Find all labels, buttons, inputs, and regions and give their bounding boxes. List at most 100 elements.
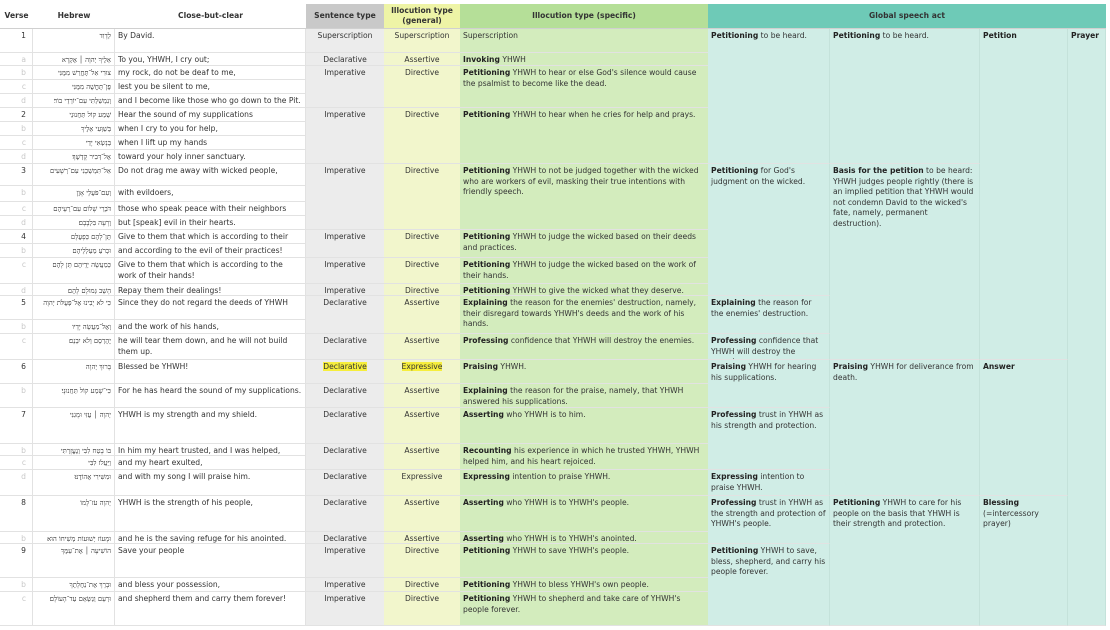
translation-cell[interactable]: Hear the sound of my supplications <box>115 108 306 122</box>
verse-cell[interactable]: 6 <box>0 360 33 384</box>
verse-cell[interactable]: b <box>0 186 33 202</box>
hebrew-cell[interactable]: אֶל־דְּבִיר קָדְשֶׁךָ׃ <box>33 150 115 164</box>
illocution-general-cell[interactable]: Directive <box>384 258 460 284</box>
illocution-general-cell[interactable]: Assertive <box>384 408 460 444</box>
translation-cell[interactable]: By David. <box>115 29 306 53</box>
illocution-specific-cell[interactable]: Superscription <box>460 29 708 53</box>
global-speech-act-level3-cell[interactable]: Answer <box>980 360 1068 496</box>
verse-cell[interactable]: c <box>0 80 33 94</box>
illocution-specific-cell[interactable]: Professing confidence that YHWH will des… <box>460 334 708 360</box>
illocution-general-cell[interactable]: Directive <box>384 592 460 626</box>
hebrew-cell[interactable]: תֶּן־לָהֶם כְּפָעֳלָם <box>33 230 115 244</box>
sentence-type-cell[interactable]: Imperative <box>306 164 384 230</box>
illocution-general-cell[interactable]: Superscription <box>384 29 460 53</box>
header-global-speech-act[interactable]: Global speech act <box>708 4 1106 29</box>
header-verse[interactable]: Verse <box>0 4 33 29</box>
hebrew-cell[interactable]: וּבָרֵךְ אֶת־נַחֲלָתֶךָ <box>33 578 115 592</box>
translation-cell[interactable]: To you, YHWH, I cry out; <box>115 53 306 66</box>
translation-cell[interactable]: In him my heart trusted, and I was helpe… <box>115 444 306 456</box>
illocution-general-cell[interactable]: Directive <box>384 230 460 258</box>
sentence-type-cell[interactable]: Imperative <box>306 230 384 258</box>
global-speech-act-level2-cell[interactable]: Petitioning YHWH to care for his people … <box>830 496 980 626</box>
translation-cell[interactable]: Do not drag me away with wicked people, <box>115 164 306 186</box>
hebrew-cell[interactable]: וְרָעָה בִּלְבָבָם׃ <box>33 216 115 230</box>
illocution-general-cell[interactable]: Directive <box>384 66 460 108</box>
verse-cell[interactable]: b <box>0 384 33 408</box>
global-speech-act-level1-cell[interactable]: Explaining the reason for the enemies' d… <box>708 296 830 334</box>
global-speech-act-level1-cell[interactable]: Expressing intention to praise YHWH. <box>708 470 830 496</box>
hebrew-cell[interactable]: יֶהֶרְסֵם וְלֹא יִבְנֵם׃ <box>33 334 115 360</box>
sentence-type-cell[interactable]: Declarative <box>306 496 384 532</box>
illocution-specific-cell[interactable]: Asserting who YHWH is to him. <box>460 408 708 444</box>
illocution-general-cell[interactable]: Assertive <box>384 53 460 66</box>
hebrew-cell[interactable]: וּמָעוֹז יְשׁוּעוֹת מְשִׁיחוֹ הוּא׃ <box>33 532 115 544</box>
translation-cell[interactable]: YHWH is my strength and my shield. <box>115 408 306 444</box>
illocution-general-cell[interactable]: Assertive <box>384 496 460 532</box>
illocution-specific-cell[interactable]: Explaining the reason for the praise, na… <box>460 384 708 408</box>
sentence-type-cell[interactable]: Imperative <box>306 258 384 284</box>
hebrew-cell[interactable]: וַיַּעֲלֹז לִבִּי <box>33 456 115 470</box>
illocution-specific-cell[interactable]: Explaining the reason for the enemies' d… <box>460 296 708 334</box>
header-sentence-type[interactable]: Sentence type <box>306 4 384 29</box>
illocution-general-cell[interactable]: Assertive <box>384 296 460 334</box>
verse-cell[interactable]: d <box>0 150 33 164</box>
illocution-specific-cell[interactable]: Petitioning YHWH to shepherd and take ca… <box>460 592 708 626</box>
illocution-general-cell[interactable]: Directive <box>384 108 460 164</box>
illocution-specific-cell[interactable]: Petitioning YHWH to hear when he cries f… <box>460 108 708 164</box>
sentence-type-cell[interactable]: Declarative <box>306 53 384 66</box>
verse-cell[interactable]: b <box>0 320 33 334</box>
sentence-type-cell[interactable]: Imperative <box>306 66 384 108</box>
hebrew-cell[interactable]: וּרְעֵם וְנַשְּׂאֵם עַד־הָעוֹלָם׃ <box>33 592 115 626</box>
illocution-general-cell[interactable]: Directive <box>384 544 460 578</box>
translation-cell[interactable]: with evildoers, <box>115 186 306 202</box>
sentence-type-cell[interactable]: Superscription <box>306 29 384 53</box>
sentence-type-cell[interactable]: Imperative <box>306 544 384 578</box>
illocution-specific-cell[interactable]: Recounting his experience in which he tr… <box>460 444 708 470</box>
illocution-general-cell[interactable]: Expressive <box>384 360 460 384</box>
global-speech-act-level1-cell[interactable]: Professing trust in YHWH as his strength… <box>708 408 830 470</box>
header-illocution-general[interactable]: Illocution type (general) <box>384 4 460 29</box>
illocution-specific-cell[interactable]: Petitioning YHWH to give the wicked what… <box>460 284 708 296</box>
illocution-general-cell[interactable]: Assertive <box>384 384 460 408</box>
hebrew-cell[interactable]: בָּרוּךְ יְהוָה <box>33 360 115 384</box>
sentence-type-cell[interactable]: Imperative <box>306 284 384 296</box>
translation-cell[interactable]: Repay them their dealings! <box>115 284 306 296</box>
verse-cell[interactable]: c <box>0 592 33 626</box>
illocution-specific-cell[interactable]: Petitioning YHWH to judge the wicked bas… <box>460 258 708 284</box>
illocution-general-cell[interactable]: Assertive <box>384 532 460 544</box>
illocution-specific-cell[interactable]: Petitioning YHWH to hear or else God's s… <box>460 66 708 108</box>
sentence-type-cell[interactable]: Declarative <box>306 334 384 360</box>
verse-cell[interactable]: 3 <box>0 164 33 186</box>
global-speech-act-level1-cell[interactable]: Petitioning for God's judgment on the wi… <box>708 164 830 296</box>
global-speech-act-level4-cell[interactable]: Prayer <box>1068 29 1106 626</box>
hebrew-cell[interactable]: כִּי לֹא יָבִינוּ אֶל־פְּעֻלֹּת יְהוָה <box>33 296 115 320</box>
global-speech-act-level1-cell[interactable]: Professing trust in YHWH as the strength… <box>708 496 830 544</box>
verse-cell[interactable]: 7 <box>0 408 33 444</box>
illocution-general-cell[interactable]: Expressive <box>384 470 460 496</box>
verse-cell[interactable]: d <box>0 94 33 108</box>
hebrew-cell[interactable]: צוּרִי אַל־תֶּחֱרַשׁ מִמֶּנִּי <box>33 66 115 80</box>
global-speech-act-level1-cell[interactable]: Praising YHWH for hearing his supplicati… <box>708 360 830 408</box>
translation-cell[interactable]: toward your holy inner sanctuary. <box>115 150 306 164</box>
translation-cell[interactable]: when I cry to you for help, <box>115 122 306 136</box>
hebrew-cell[interactable]: וּמִשִּׁירִי אֲהוֹדֶנּוּ׃ <box>33 470 115 496</box>
hebrew-cell[interactable]: בְּנָשְׂאִי יָדַי <box>33 136 115 150</box>
verse-cell[interactable]: b <box>0 578 33 592</box>
verse-cell[interactable]: b <box>0 444 33 456</box>
hebrew-cell[interactable]: יְהוָה עֹז־לָמוֹ <box>33 496 115 532</box>
global-speech-act-level3-cell[interactable]: Blessing (=intercessory prayer) <box>980 496 1068 626</box>
translation-cell[interactable]: and according to the evil of their pract… <box>115 244 306 258</box>
illocution-specific-cell[interactable]: Expressing intention to praise YHWH. <box>460 470 708 496</box>
hebrew-cell[interactable]: כִּי־שָׁמַע קוֹל תַּחֲנוּנָי׃ <box>33 384 115 408</box>
verse-cell[interactable]: 9 <box>0 544 33 578</box>
hebrew-cell[interactable]: יְהוָה ׀ עֻזִּי וּמָגִנִּי <box>33 408 115 444</box>
sentence-type-cell[interactable]: Declarative <box>306 444 384 470</box>
global-speech-act-level1-cell[interactable]: Petitioning to be heard. <box>708 29 830 164</box>
translation-cell[interactable]: and I become like those who go down to t… <box>115 94 306 108</box>
sentence-type-cell[interactable]: Declarative <box>306 408 384 444</box>
hebrew-cell[interactable]: בּוֹ בָטַח לִבִּי וְנֶעֱזָרְתִּי <box>33 444 115 456</box>
verse-cell[interactable]: 8 <box>0 496 33 532</box>
translation-cell[interactable]: lest you be silent to me, <box>115 80 306 94</box>
verse-cell[interactable]: b <box>0 66 33 80</box>
hebrew-cell[interactable]: וְאֶל־מַעֲשֵׂה יָדָיו <box>33 320 115 334</box>
